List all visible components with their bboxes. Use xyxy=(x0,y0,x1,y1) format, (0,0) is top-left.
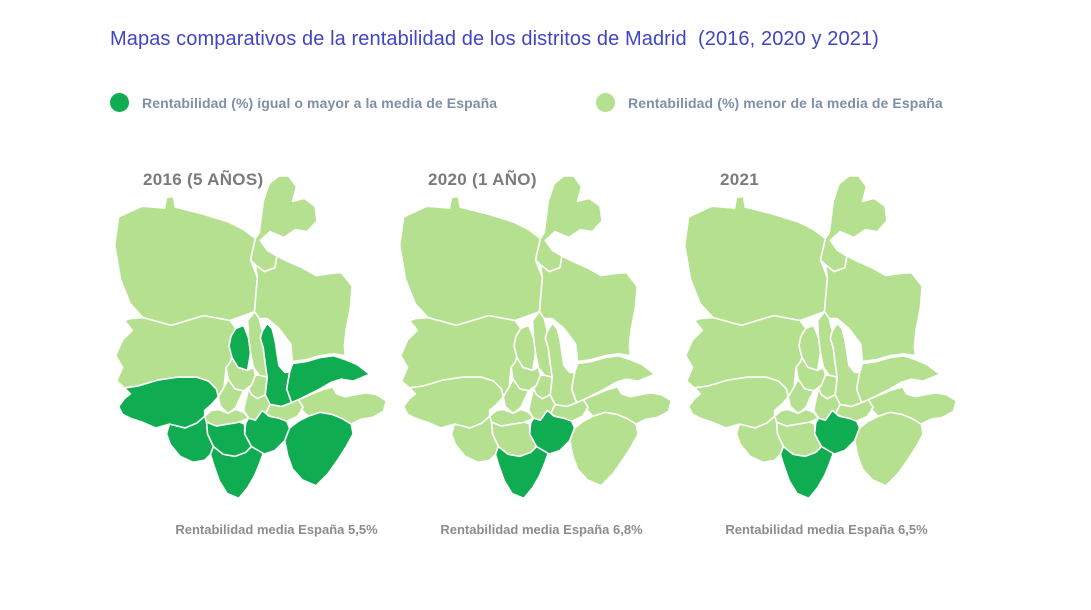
year-label-2020: 2020 (1 AÑO) xyxy=(428,170,537,189)
legend-item-above-average: Rentabilidad (%) igual o mayor a la medi… xyxy=(110,93,596,112)
district-tetuan xyxy=(513,324,537,372)
district-hortaleza xyxy=(538,255,638,363)
district-barajas xyxy=(819,175,888,273)
legend-item-below-average: Rentabilidad (%) menor de la media de Es… xyxy=(596,93,943,112)
spain-average-caption-2021: Rentabilidad media España 6,5% xyxy=(725,522,928,537)
page-title: Mapas comparativos de la rentabilidad de… xyxy=(110,28,879,50)
district-tetuan xyxy=(798,324,822,372)
district-villa-de-vallecas xyxy=(568,411,639,487)
year-label-2021: 2021 xyxy=(720,170,760,189)
district-villa-de-vallecas xyxy=(853,411,924,487)
map-2016: 2016 (5 AÑOS) Rentabilidad media España … xyxy=(110,170,395,565)
maps-row: 2016 (5 AÑOS) Rentabilidad media España … xyxy=(110,170,965,565)
district-centro xyxy=(217,378,245,415)
district-villaverde xyxy=(779,445,835,500)
spain-average-caption-2016: Rentabilidad media España 5,5% xyxy=(175,522,378,537)
district-centro xyxy=(502,378,530,415)
district-villaverde xyxy=(494,445,550,500)
legend-label-above-average: Rentabilidad (%) igual o mayor a la medi… xyxy=(142,94,498,111)
map-2021: 2021 Rentabilidad media España 6,5% xyxy=(680,170,965,565)
district-barajas xyxy=(534,175,603,273)
district-fuencarral-el-pardo xyxy=(398,195,544,327)
madrid-districts-map-2020 xyxy=(398,175,673,500)
district-fuencarral-el-pardo xyxy=(683,195,829,327)
map-2020: 2020 (1 AÑO) Rentabilidad media España 6… xyxy=(395,170,680,565)
district-villa-de-vallecas xyxy=(283,411,354,487)
legend-label-below-average: Rentabilidad (%) menor de la media de Es… xyxy=(628,94,943,111)
district-hortaleza xyxy=(253,255,353,363)
district-villaverde xyxy=(209,445,265,500)
district-centro xyxy=(787,378,815,415)
below-average-dot-icon xyxy=(596,93,615,112)
district-fuencarral-el-pardo xyxy=(113,195,259,327)
district-tetuan xyxy=(228,324,252,372)
spain-average-caption-2020: Rentabilidad media España 6,8% xyxy=(440,522,643,537)
legend: Rentabilidad (%) igual o mayor a la medi… xyxy=(110,93,943,112)
madrid-districts-map-2016 xyxy=(113,175,388,500)
madrid-districts-map-2021 xyxy=(683,175,958,500)
district-barajas xyxy=(249,175,318,273)
year-label-2016: 2016 (5 AÑOS) xyxy=(143,170,264,189)
district-hortaleza xyxy=(823,255,923,363)
above-average-dot-icon xyxy=(110,93,129,112)
